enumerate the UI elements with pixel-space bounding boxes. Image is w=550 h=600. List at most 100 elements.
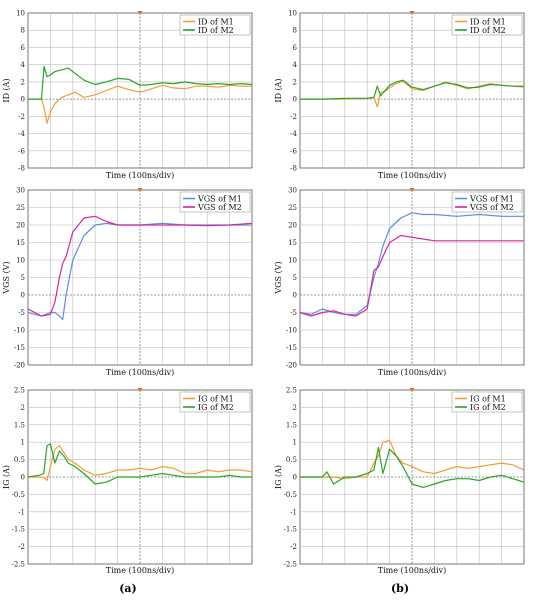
panel-label-b: (b) [391,582,409,595]
y-tick-label: 15 [16,239,25,247]
y-tick-label: 25 [288,204,297,212]
y-tick-label: -20 [14,362,25,370]
y-tick-label: -4 [290,130,297,138]
y-axis-label: IG (A) [274,465,283,489]
series-line-2 [27,215,253,317]
series-line-2 [27,443,252,485]
legend-box [451,14,523,36]
legend-entry: ID of M2 [198,26,234,35]
y-tick-label: 2 [293,78,297,86]
legend-entry: IG of M1 [198,394,234,403]
y-tick-label: 8 [21,27,25,35]
y-axis-label: VGS (V) [2,261,11,294]
legend-entry: VGS of M2 [469,203,514,212]
y-tick-label: 25 [16,204,25,212]
y-tick-label: -2.5 [284,561,298,569]
y-tick-label: 0 [21,96,25,104]
y-tick-label: -2 [18,113,25,121]
x-axis-label: Time (100ns/div) [106,566,174,575]
y-tick-label: 6 [21,44,26,52]
legend-entry: ID of M1 [470,17,506,26]
legend-entry: IG of M2 [470,403,506,412]
trigger-marker [137,388,143,392]
legend-box [451,191,523,213]
y-tick-label: -8 [18,165,25,173]
y-tick-label: -1 [18,508,25,516]
y-tick-label: -10 [286,327,297,335]
series-line-1 [28,84,252,124]
y-tick-label: 1.5 [286,421,297,429]
y-tick-label: -6 [290,147,297,155]
y-axis-label: IG (A) [2,465,11,489]
y-tick-label: 30 [288,187,297,195]
y-tick-label: 5 [293,274,297,282]
y-tick-label: -0.5 [284,491,298,499]
y-tick-label: 20 [16,222,25,230]
legend-entry: VGS of M2 [197,203,242,212]
y-tick-label: 10 [16,257,25,265]
y-tick-label: -8 [290,165,297,173]
y-tick-label: 1.5 [14,421,25,429]
x-axis-label: Time (100ns/div) [378,368,446,377]
x-axis-label: Time (100ns/div) [378,566,446,575]
series-line-2 [299,234,524,317]
y-tick-label: -0.5 [12,491,26,499]
series-line-2 [300,446,525,488]
y-tick-label: 6 [293,44,298,52]
y-tick-label: -15 [286,344,297,352]
y-tick-label: 0 [293,96,297,104]
y-tick-label: -2 [290,543,297,551]
y-tick-label: -1.5 [12,526,26,534]
legend-box [451,391,523,413]
panel-label-a: (a) [119,582,137,595]
trigger-marker [409,11,415,15]
y-tick-label: -2.5 [12,561,26,569]
y-tick-label: 2 [21,404,25,412]
y-tick-label: 5 [21,274,25,282]
trigger-marker [137,11,143,15]
legend-box [179,391,251,413]
y-tick-label: 8 [293,27,297,35]
y-tick-label: 15 [288,239,297,247]
x-axis-label: Time (100ns/div) [106,171,174,180]
y-tick-label: -1.5 [284,526,298,534]
legend-box [179,14,251,36]
y-tick-label: 4 [293,61,298,69]
y-tick-label: -15 [14,344,25,352]
trigger-marker [409,188,415,192]
y-tick-label: -20 [286,362,297,370]
series-line-2 [300,79,524,100]
legend-entry: IG of M2 [198,403,234,412]
y-tick-label: 1 [293,439,297,447]
y-tick-label: 0 [21,292,25,300]
y-tick-label: -1 [290,508,297,516]
trigger-marker [409,388,415,392]
y-tick-label: 30 [16,187,25,195]
legend-entry: VGS of M1 [469,194,514,203]
y-tick-label: 0 [293,474,297,482]
x-axis-label: Time (100ns/div) [106,368,174,377]
y-tick-label: 2 [21,78,25,86]
y-tick-label: 0 [21,474,25,482]
y-tick-label: -10 [14,327,25,335]
trigger-marker [137,188,143,192]
y-tick-label: 0.5 [14,456,25,464]
y-tick-label: -5 [290,309,297,317]
series-line-2 [28,65,253,100]
y-tick-label: 10 [288,10,297,18]
legend-entry: VGS of M1 [197,194,242,203]
y-tick-label: -2 [290,113,297,121]
y-tick-label: 10 [16,10,25,18]
y-tick-label: 4 [21,61,26,69]
y-tick-label: 2.5 [286,387,297,395]
x-axis-label: Time (100ns/div) [378,171,446,180]
legend-entry: ID of M1 [198,17,234,26]
